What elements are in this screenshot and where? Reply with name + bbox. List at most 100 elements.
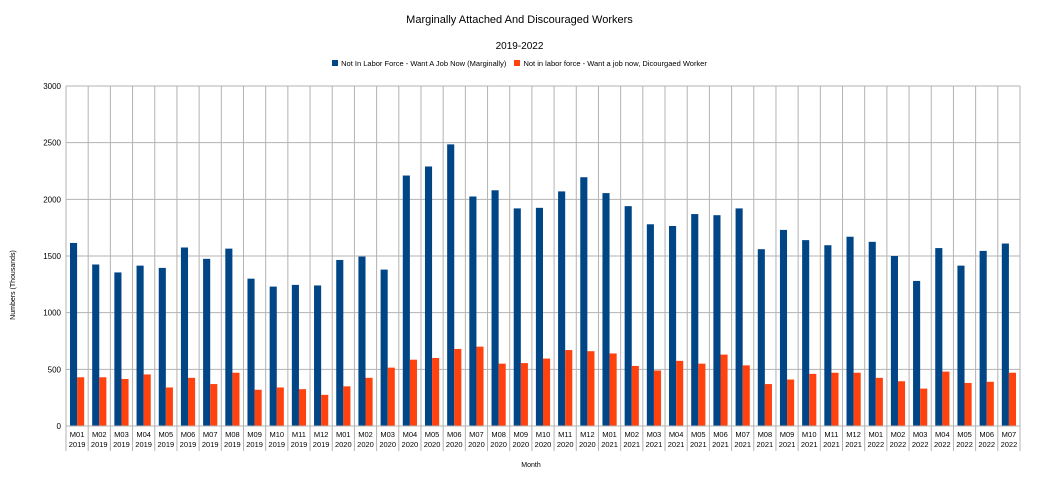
x-tick-label-year: 2019 <box>91 440 108 449</box>
x-tick-label-year: 2022 <box>867 440 884 449</box>
bar-series-2 <box>476 346 484 426</box>
bar-series-2 <box>188 377 196 426</box>
bar-series-2 <box>565 350 573 426</box>
y-tick-label: 0 <box>57 422 62 431</box>
bar-series-1 <box>424 166 433 426</box>
bar-series-1 <box>757 249 765 426</box>
bar-series-1 <box>336 259 344 426</box>
bar-series-2 <box>276 387 284 426</box>
bar-series-2 <box>875 377 883 426</box>
bar-series-1 <box>92 264 100 426</box>
x-tick-label-month: M05 <box>691 430 706 439</box>
x-tick-label-year: 2020 <box>490 440 507 449</box>
x-tick-label-year: 2021 <box>801 440 818 449</box>
y-tick-label: 500 <box>48 365 62 374</box>
bar-series-1 <box>380 269 388 426</box>
x-tick-label-year: 2019 <box>135 440 152 449</box>
x-tick-label-year: 2020 <box>424 440 441 449</box>
x-tick-label-month: M04 <box>935 430 950 439</box>
bar-series-1 <box>469 196 477 426</box>
bar-series-2 <box>920 388 928 426</box>
legend-item-discouraged: Not in labor force - Want a job now, Dic… <box>514 59 707 68</box>
x-tick-label-year: 2020 <box>402 440 419 449</box>
x-tick-label-year: 2020 <box>468 440 485 449</box>
x-tick-label-year: 2022 <box>912 440 929 449</box>
y-tick-label: 2000 <box>43 195 61 204</box>
bar-series-1 <box>669 225 677 426</box>
bar-series-1 <box>979 250 987 426</box>
x-tick-label-month: M12 <box>314 430 329 439</box>
x-tick-label-year: 2021 <box>690 440 707 449</box>
bar-series-2 <box>942 371 950 426</box>
x-tick-label-month: M02 <box>358 430 373 439</box>
bar-series-1 <box>558 191 566 426</box>
x-tick-label-year: 2020 <box>557 440 574 449</box>
bar-series-2 <box>321 394 329 426</box>
bar-series-1 <box>691 214 699 426</box>
bar-series-2 <box>498 363 506 426</box>
x-tick-label-year: 2021 <box>646 440 663 449</box>
x-tick-label-month: M03 <box>114 430 129 439</box>
x-tick-label-month: M12 <box>580 430 595 439</box>
bar-series-2 <box>543 358 551 426</box>
x-tick-label-month: M12 <box>846 430 861 439</box>
x-tick-label-year: 2020 <box>535 440 552 449</box>
y-tick-label: 3000 <box>43 82 61 91</box>
bar-series-2 <box>520 363 528 426</box>
bar-series-2 <box>764 384 772 426</box>
bar-series-2 <box>387 367 395 426</box>
bar-series-2 <box>121 378 129 426</box>
bar-series-2 <box>432 358 440 426</box>
bar-series-2 <box>454 348 462 426</box>
x-tick-label-year: 2022 <box>1001 440 1018 449</box>
x-tick-label-month: M03 <box>647 430 662 439</box>
bar-series-2 <box>298 389 307 426</box>
x-tick-label-year: 2022 <box>934 440 951 449</box>
x-tick-label-month: M05 <box>425 430 440 439</box>
bar-series-2 <box>631 365 639 426</box>
bar-series-1 <box>180 247 189 426</box>
bar-series-1 <box>447 144 455 426</box>
x-tick-label-month: M05 <box>957 430 972 439</box>
x-tick-label-month: M04 <box>136 430 151 439</box>
x-tick-label-month: M04 <box>669 430 684 439</box>
bar-series-1 <box>890 256 898 426</box>
bar-series-2 <box>77 377 85 426</box>
chart-title: Marginally Attached And Discouraged Work… <box>406 14 633 26</box>
bar-series-1 <box>535 207 543 426</box>
x-tick-label-year: 2019 <box>246 440 263 449</box>
bar-series-2 <box>809 373 817 426</box>
x-tick-label-month: M01 <box>70 430 85 439</box>
x-tick-label-year: 2022 <box>890 440 907 449</box>
bar-series-1 <box>358 256 366 426</box>
y-tick-label: 1500 <box>43 252 61 261</box>
x-tick-label-month: M04 <box>403 430 418 439</box>
bar-series-2 <box>165 387 173 426</box>
bar-series-2 <box>254 389 262 426</box>
bar-series-1 <box>203 258 211 426</box>
bar-series-1 <box>291 284 299 426</box>
bar-series-1 <box>225 248 233 426</box>
bar-series-1 <box>913 280 921 426</box>
x-tick-label-year: 2020 <box>379 440 396 449</box>
bar-series-2 <box>99 377 107 426</box>
x-tick-label-month: M01 <box>336 430 351 439</box>
x-tick-label-year: 2019 <box>180 440 197 449</box>
x-tick-label-year: 2021 <box>845 440 862 449</box>
bar-series-2 <box>787 379 795 426</box>
bar-series-1 <box>957 265 965 426</box>
bar-series-1 <box>624 206 632 426</box>
x-tick-label-year: 2021 <box>601 440 618 449</box>
x-tick-label-month: M08 <box>225 430 240 439</box>
bar-series-1 <box>114 272 122 426</box>
bar-series-2 <box>964 382 972 426</box>
x-tick-label-month: M09 <box>514 430 529 439</box>
bar-series-1 <box>868 241 876 426</box>
bar-series-2 <box>609 353 617 426</box>
legend-swatch-marginally <box>332 60 339 66</box>
x-tick-label-month: M09 <box>247 430 262 439</box>
x-tick-label-year: 2019 <box>268 440 285 449</box>
x-tick-label-month: M01 <box>868 430 883 439</box>
x-tick-label-year: 2021 <box>757 440 774 449</box>
bar-series-1 <box>314 285 322 426</box>
